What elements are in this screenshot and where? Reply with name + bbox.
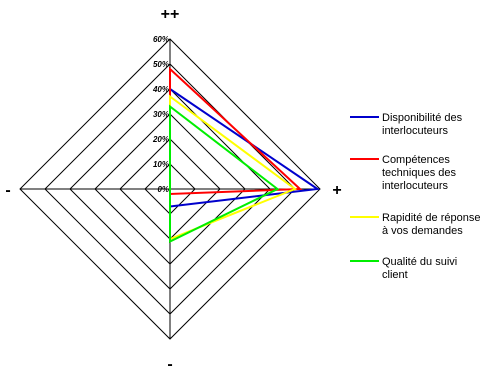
axis-label-left: - [5,182,10,199]
tick-label: 40% [152,85,169,94]
series-line-2 [169,66,303,196]
tick-label: 30% [153,110,169,119]
grid [19,38,321,340]
tick-label: 0% [157,185,169,194]
legend: Disponibilité des interlocuteurs Compétenc… [350,112,480,281]
legend-label-2: Compétences techniques des interlocuteurs [382,154,456,192]
axis-label-bottom: - [167,356,172,372]
legend-label-3: Rapidité de réponse à vos demandes [382,212,480,237]
tick-label: 10% [153,160,169,169]
series-layer [169,66,321,244]
tick-label: 50% [153,60,169,69]
tick-label: 60% [153,35,169,44]
axis-label-right: + [332,182,341,199]
axis-label-top: ++ [161,6,180,23]
series-line-4 [169,104,280,244]
legend-label-4: Qualité du suivi client [382,256,457,281]
tick-label: 20% [152,135,169,144]
legend-label-1: Disponibilité des interlocuteurs [382,112,463,137]
tick-labels: 0% 10% 20% 30% 40% 50% 60% [152,35,169,194]
axis-labels: ++ + - - [5,6,341,372]
